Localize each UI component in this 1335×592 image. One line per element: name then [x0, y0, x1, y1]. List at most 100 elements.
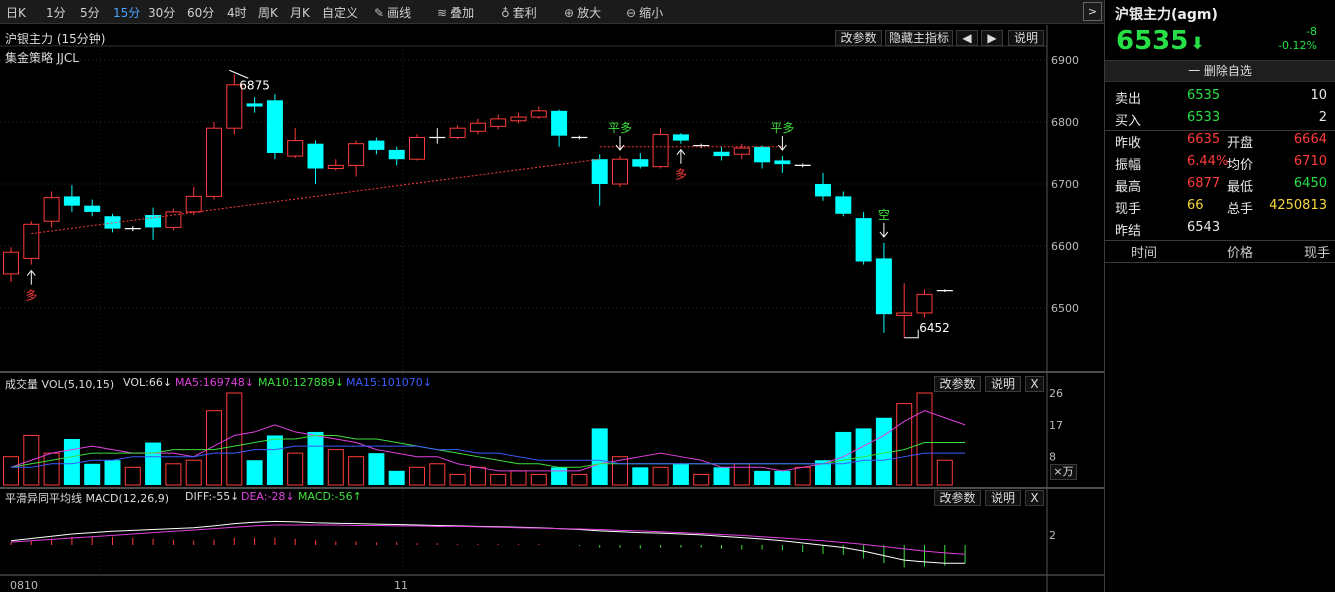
- period-4h[interactable]: 4时: [227, 6, 247, 20]
- stat-value: 6450: [1293, 176, 1327, 191]
- macd-diff: DIFF:-55↓: [185, 490, 240, 503]
- volume-ma5: MA5:169748↓: [175, 376, 254, 389]
- volume-close-button[interactable]: X: [1025, 376, 1044, 392]
- high-marker: [229, 69, 249, 79]
- macd-help-button[interactable]: 说明: [985, 490, 1021, 506]
- strategy-label: 集金策略 JJCL: [5, 51, 79, 65]
- price-tick-label: 6900: [1051, 54, 1079, 67]
- ask-label: 卖出: [1115, 92, 1142, 107]
- volume-edit-params-button[interactable]: 改参数: [934, 376, 981, 392]
- overlay-button[interactable]: ≋ 叠加: [437, 6, 475, 20]
- price-tick-label: 6600: [1051, 240, 1079, 253]
- volume-bar: [510, 470, 527, 486]
- period-custom[interactable]: 自定义: [322, 6, 359, 20]
- volume-bar: [815, 460, 831, 485]
- candle-body: [733, 147, 750, 155]
- macd-tick-label: 2: [1049, 529, 1056, 542]
- volume-bar: [571, 473, 588, 486]
- candle-body: [612, 158, 628, 185]
- scroll-left-button[interactable]: ◀: [956, 30, 978, 46]
- time-label: 11: [394, 579, 408, 592]
- volume-bar: [713, 467, 730, 485]
- volume-bar: [754, 470, 771, 485]
- candle-body: [530, 110, 547, 118]
- volume-help-button[interactable]: 说明: [985, 376, 1021, 392]
- volume-bar: [368, 453, 385, 485]
- period-30min[interactable]: 30分: [148, 6, 176, 20]
- ask-row: 卖出 6535 10: [1115, 86, 1327, 108]
- candle-body: [510, 116, 527, 122]
- candle-body: [632, 159, 649, 167]
- high-label: 6875: [239, 78, 270, 92]
- signal-arrow-head: [778, 144, 787, 151]
- signal-label: 多: [675, 168, 687, 182]
- main-help-button[interactable]: 说明: [1008, 30, 1044, 46]
- price-change-pct: -0.12%: [1278, 39, 1317, 52]
- volume-bar: [226, 392, 243, 486]
- volume-bar: [185, 459, 202, 486]
- stat-label: 昨收: [1115, 136, 1142, 151]
- zoom-out-button[interactable]: ⊖ 缩小: [626, 6, 664, 20]
- volume-bar: [63, 439, 80, 485]
- scroll-right-button[interactable]: ▶: [981, 30, 1003, 46]
- signal-arrow-head: [879, 231, 889, 238]
- volume-bar: [693, 473, 710, 486]
- volume-bar: [449, 473, 466, 486]
- volume-bar: [916, 392, 933, 486]
- arbitrage-button[interactable]: ♁ 套利: [501, 6, 537, 20]
- stat-value: 66: [1187, 198, 1204, 213]
- volume-bar: [591, 428, 608, 485]
- remove-watchlist-button[interactable]: 一 删除自选: [1105, 60, 1335, 82]
- candle-body: [307, 143, 324, 169]
- period-month[interactable]: 月K: [290, 6, 310, 20]
- period-5min[interactable]: 5分: [80, 6, 100, 20]
- divider: [1105, 240, 1335, 241]
- tick-header: 时间 价格 现手: [1105, 240, 1335, 262]
- main-chart-title: 沪银主力 (15分钟): [5, 32, 106, 46]
- candle-body: [835, 196, 852, 214]
- volume-bar: [835, 431, 852, 485]
- bid-row: 买入 6533 2: [1115, 108, 1327, 130]
- period-week[interactable]: 周K: [258, 6, 278, 20]
- period-1min[interactable]: 1分: [46, 6, 66, 20]
- candle-body: [104, 216, 121, 229]
- tick-header-volume: 现手: [1304, 246, 1331, 261]
- candle-body: [23, 223, 40, 259]
- period-15min[interactable]: 15分: [113, 6, 141, 20]
- candle-body: [875, 258, 892, 315]
- volume-bar: [307, 431, 324, 485]
- pencil-icon: ✎: [374, 6, 385, 20]
- macd-close-button[interactable]: X: [1025, 490, 1044, 506]
- expand-panel-button[interactable]: >: [1083, 2, 1102, 21]
- volume-value: VOL:66↓: [123, 376, 173, 389]
- volume-bar: [43, 452, 60, 486]
- stat-label: 开盘: [1227, 136, 1254, 151]
- draw-line-button[interactable]: ✎ 画线: [374, 6, 412, 20]
- hide-main-indicator-button[interactable]: 隐藏主指标: [885, 30, 953, 46]
- signal-label: 平多: [770, 121, 794, 135]
- divider: [1105, 130, 1335, 131]
- period-day[interactable]: 日K: [6, 6, 26, 20]
- candle-body: [469, 122, 486, 132]
- volume-bar: [104, 460, 121, 485]
- volume-bar: [490, 473, 507, 486]
- macd-value: MACD:-56↑: [298, 490, 362, 503]
- volume-bar: [652, 466, 669, 486]
- zoom-in-button[interactable]: ⊕ 放大: [564, 6, 602, 20]
- last-price: 6535 ⬇: [1116, 26, 1205, 56]
- macd-edit-params-button[interactable]: 改参数: [934, 490, 981, 506]
- ma5-line: [10, 410, 966, 472]
- price-change: -8: [1306, 25, 1317, 38]
- period-60min[interactable]: 60分: [187, 6, 215, 20]
- bid-price: 6533: [1187, 110, 1221, 125]
- candle-body: [916, 293, 933, 314]
- candle-body: [409, 137, 425, 160]
- volume-bar: [875, 417, 892, 485]
- main-edit-params-button[interactable]: 改参数: [835, 30, 882, 46]
- trend-line: [31, 158, 600, 235]
- tick-header-price: 价格: [1227, 246, 1254, 261]
- candle-body: [84, 205, 101, 212]
- candle-body: [327, 164, 344, 169]
- candle-body: [185, 195, 202, 213]
- volume-ma15: MA15:101070↓: [346, 376, 432, 389]
